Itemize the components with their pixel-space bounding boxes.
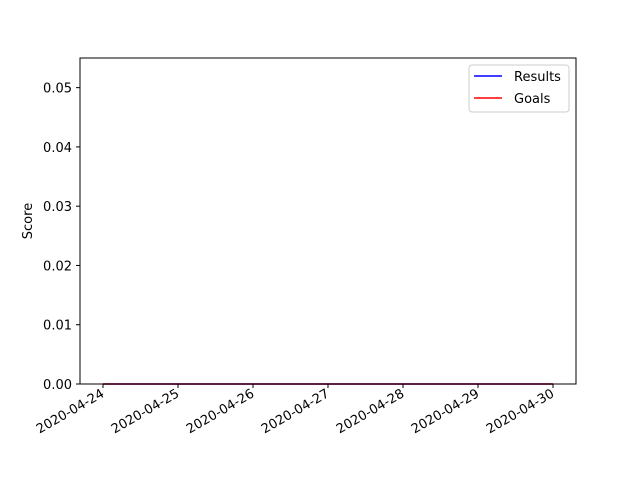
y-tick-label: 0.04 — [43, 141, 72, 156]
legend: Results Goals — [468, 64, 570, 113]
y-tick-label: 0.05 — [43, 82, 72, 97]
y-axis-label: Score — [21, 203, 36, 239]
legend-label-results: Results — [514, 70, 561, 85]
y-tick-label: 0.00 — [43, 378, 72, 393]
y-tick-label: 0.03 — [43, 200, 72, 215]
y-tick-label: 0.02 — [43, 259, 72, 274]
legend-label-goals: Goals — [514, 92, 551, 107]
y-axis: 0.00 0.01 0.02 0.03 0.04 0.05 — [43, 82, 80, 393]
y-tick-label: 0.01 — [43, 319, 72, 334]
